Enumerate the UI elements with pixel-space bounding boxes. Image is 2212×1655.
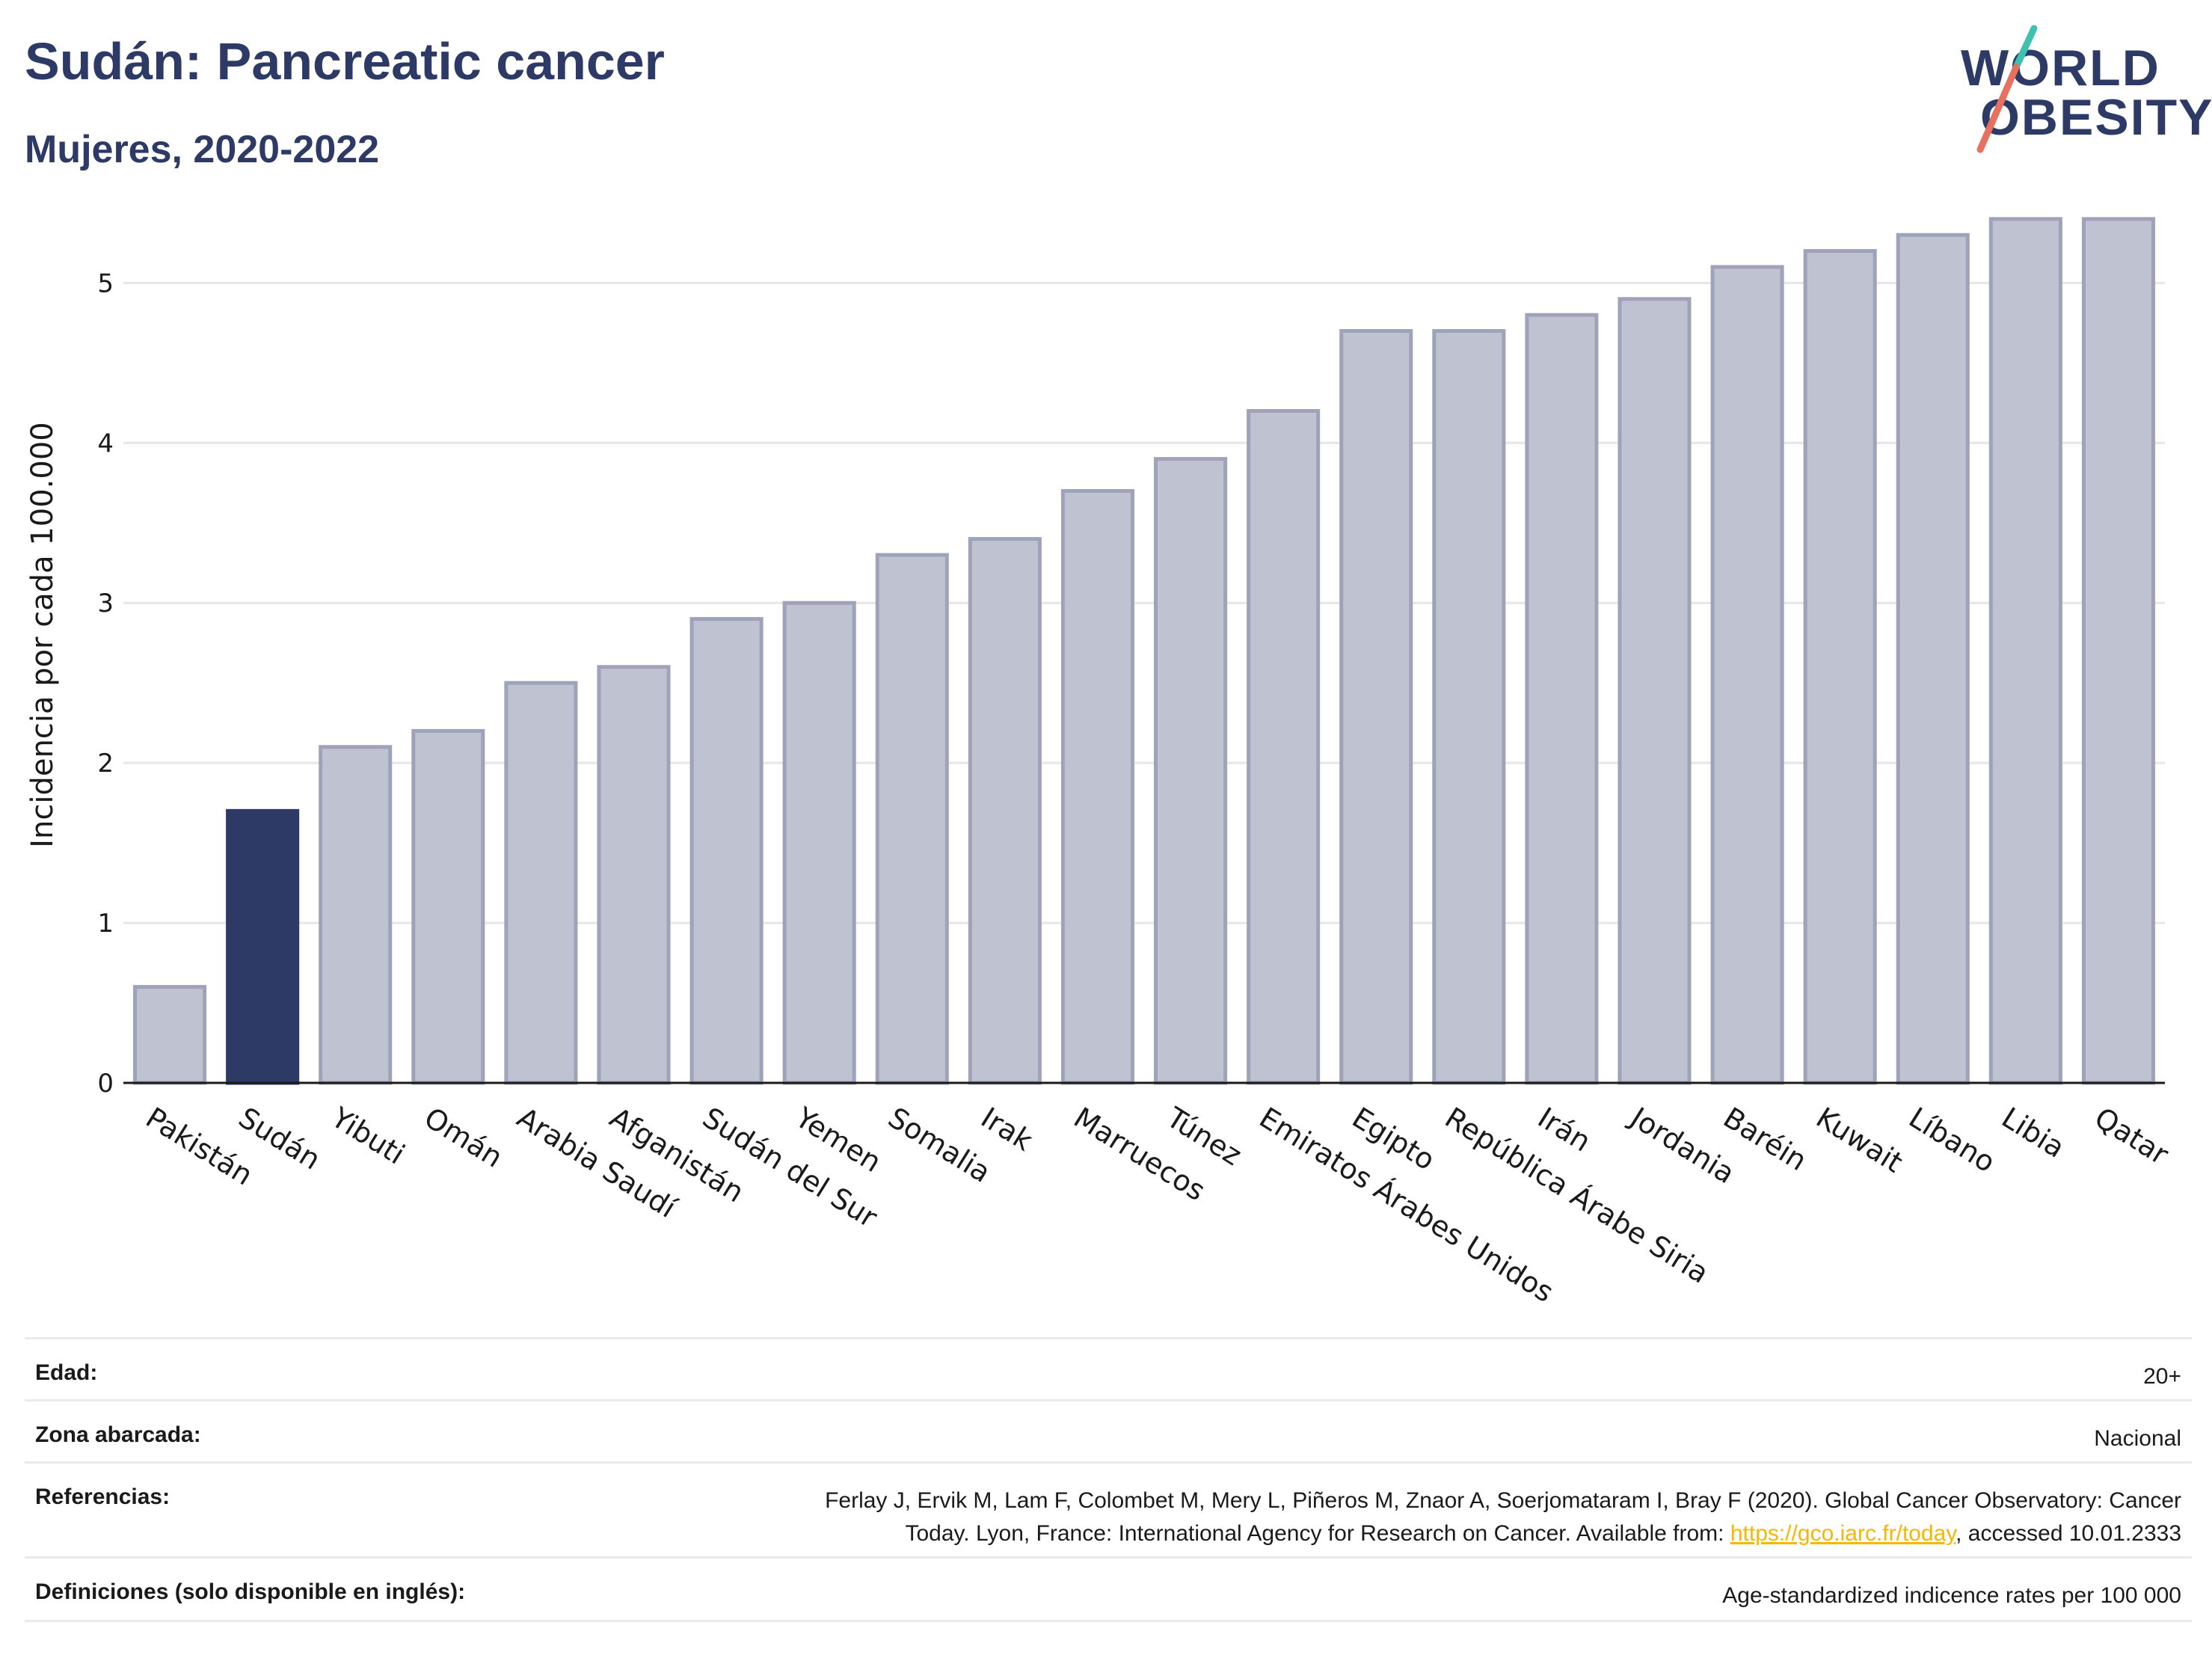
x-tick-label: Qatar bbox=[2089, 1101, 2174, 1171]
page-subtitle: Mujeres, 2020-2022 bbox=[25, 128, 380, 171]
meta-row-age: Edad: 20+ bbox=[25, 1337, 2192, 1399]
x-tick-label: Yibuti bbox=[325, 1101, 411, 1171]
references-link[interactable]: https://gco.iarc.fr/today bbox=[1730, 1521, 1956, 1546]
y-tick-label: 1 bbox=[97, 909, 114, 939]
bar bbox=[2081, 217, 2155, 1085]
references-text: Today. Lyon, France: International Agenc… bbox=[905, 1521, 1730, 1546]
definitions-value: Age-standardized indicence rates per 100… bbox=[1722, 1583, 2181, 1608]
bar bbox=[1247, 409, 1321, 1085]
bar bbox=[1988, 217, 2062, 1085]
bars bbox=[133, 217, 2155, 1085]
x-tick-label: Irak bbox=[975, 1101, 1038, 1158]
bar bbox=[1339, 329, 1413, 1085]
logo-line-2: OBESITY bbox=[1980, 89, 2212, 146]
bar bbox=[1803, 249, 1877, 1085]
bar bbox=[968, 537, 1042, 1085]
age-label: Edad: bbox=[35, 1360, 98, 1385]
bar bbox=[597, 665, 671, 1085]
bar bbox=[411, 728, 485, 1085]
bar bbox=[1525, 313, 1599, 1085]
references-value: Ferlay J, Ervik M, Lam F, Colombet M, Me… bbox=[825, 1484, 2181, 1550]
bar bbox=[1617, 297, 1692, 1085]
x-tick-label: Arabia Saudí bbox=[511, 1101, 683, 1225]
y-axis-title: Incidencia por cada 100.000 bbox=[25, 422, 60, 848]
metadata-table: Edad: 20+ Zona abarcada: Nacional Refere… bbox=[25, 1337, 2192, 1622]
bar bbox=[782, 601, 856, 1085]
definitions-label: Definiciones (solo disponible en inglés)… bbox=[35, 1579, 466, 1604]
references-label: Referencias: bbox=[35, 1484, 170, 1509]
x-tick-label: Libia bbox=[1996, 1101, 2070, 1164]
world-obesity-logo: WORLD OBESITY bbox=[1944, 22, 2212, 165]
meta-row-references: Referencias: Ferlay J, Ervik M, Lam F, C… bbox=[25, 1461, 2192, 1556]
bar bbox=[1896, 233, 1970, 1085]
bar bbox=[319, 745, 393, 1085]
bar bbox=[1432, 329, 1506, 1085]
references-line-1: Ferlay J, Ervik M, Lam F, Colombet M, Me… bbox=[825, 1488, 2181, 1513]
x-tick-label: Líbano bbox=[1903, 1101, 2001, 1179]
x-tick-label: Kuwait bbox=[1810, 1101, 1908, 1179]
age-value: 20+ bbox=[2143, 1364, 2181, 1389]
bar bbox=[226, 808, 300, 1085]
bar bbox=[1060, 488, 1134, 1085]
meta-row-area: Zona abarcada: Nacional bbox=[25, 1399, 2192, 1461]
bar bbox=[875, 553, 949, 1085]
x-tick-label: Jordania bbox=[1623, 1100, 1740, 1190]
bar bbox=[1154, 457, 1228, 1085]
bar bbox=[1710, 265, 1784, 1085]
y-tick-label: 4 bbox=[97, 429, 114, 458]
meta-row-definitions: Definiciones (solo disponible en inglés)… bbox=[25, 1556, 2192, 1622]
x-tick-label: Irán bbox=[1532, 1101, 1597, 1158]
bar bbox=[689, 617, 764, 1085]
area-label: Zona abarcada: bbox=[35, 1422, 201, 1447]
x-tick-label: Pakistán bbox=[140, 1101, 258, 1192]
logo-slash-icon bbox=[1976, 25, 2038, 153]
x-tick-label: Somalia bbox=[882, 1101, 996, 1189]
bar bbox=[133, 985, 207, 1085]
page-title: Sudán: Pancreatic cancer bbox=[25, 32, 665, 90]
x-tick-label: Omán bbox=[419, 1101, 509, 1174]
area-value: Nacional bbox=[2094, 1426, 2181, 1451]
y-tick-label: 2 bbox=[97, 749, 114, 779]
y-tick-label: 3 bbox=[97, 589, 114, 618]
y-tick-label: 5 bbox=[97, 268, 114, 298]
bar bbox=[504, 681, 578, 1085]
y-tick-label: 0 bbox=[97, 1069, 114, 1099]
references-line-2: Today. Lyon, France: International Agenc… bbox=[825, 1517, 2181, 1550]
logo-line-1: WORLD bbox=[1961, 40, 2160, 96]
references-accessed: , accessed 10.01.2333 bbox=[1956, 1521, 2181, 1546]
